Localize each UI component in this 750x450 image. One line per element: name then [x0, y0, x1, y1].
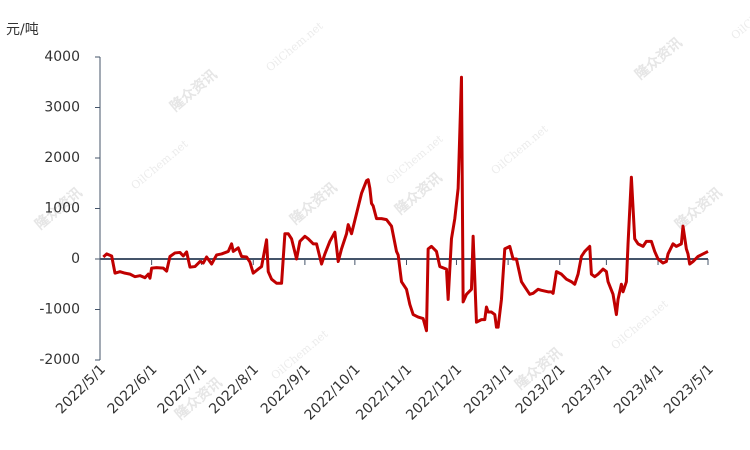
y-tick-label: -1000 [39, 302, 80, 318]
y-tick-label: 4000 [44, 49, 80, 65]
watermark-brand: 隆众资讯 [167, 66, 221, 115]
watermark-site: OilChem.net [489, 122, 551, 177]
y-tick-label: 0 [71, 251, 80, 267]
watermark-site: OilChem.net [264, 19, 326, 74]
watermark-brand: 隆众资讯 [672, 184, 726, 233]
y-tick-label: -2000 [39, 352, 80, 368]
x-tick-label: 2023/4/1 [611, 362, 667, 418]
y-axis-label: 元/吨 [6, 22, 39, 38]
watermark-site: OilChem.net [129, 137, 191, 192]
x-tick-label: 2023/3/1 [559, 362, 615, 418]
x-tick-label: 2022/6/1 [105, 362, 161, 418]
y-tick-label: 1000 [44, 201, 80, 217]
line-series [102, 75, 709, 333]
watermarks: 隆众资讯 OilChem.net 隆众资讯 OilChem.net 隆众资讯 OilChe… [32, 0, 750, 423]
y-tick-label: 3000 [44, 100, 80, 116]
watermark-site: OilChem.net [729, 0, 750, 42]
x-tick-label: 2023/5/1 [661, 362, 717, 418]
x-tick-label: 2022/5/1 [53, 362, 109, 418]
x-tick-label: 2023/1/1 [461, 362, 517, 418]
y-tick-label: 2000 [44, 150, 80, 166]
watermark-brand: 隆众资讯 [632, 34, 686, 83]
watermark-brand: 隆众资讯 [287, 179, 341, 228]
